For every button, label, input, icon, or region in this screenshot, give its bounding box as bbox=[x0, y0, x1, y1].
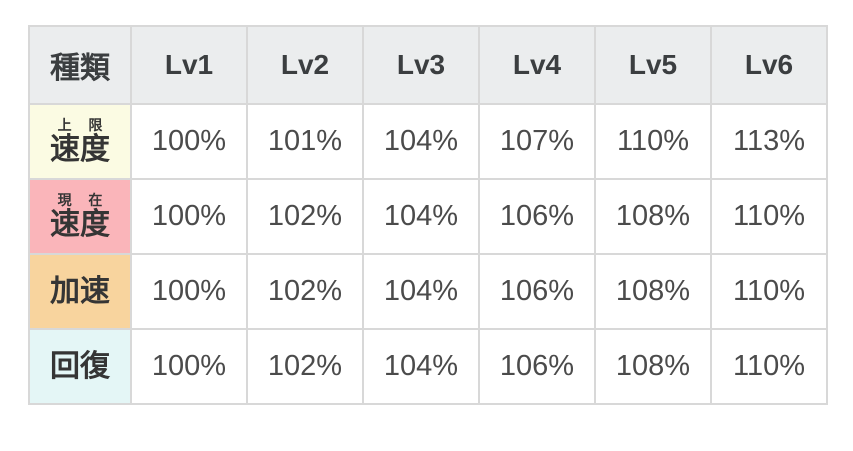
row-header-label: 回復 bbox=[50, 350, 110, 383]
table-container: 種類 Lv1 Lv2 Lv3 Lv4 Lv5 Lv6 上限 速度 100% 10… bbox=[28, 25, 828, 405]
column-header-lv2: Lv2 bbox=[246, 25, 364, 105]
cell-acceleration-lv3: 104% bbox=[362, 253, 480, 330]
column-header-lv3: Lv3 bbox=[362, 25, 480, 105]
level-stats-table: 種類 Lv1 Lv2 Lv3 Lv4 Lv5 Lv6 上限 速度 100% 10… bbox=[28, 25, 828, 405]
cell-max-speed-lv4: 107% bbox=[478, 103, 596, 180]
table-row-max-speed: 上限 速度 100% 101% 104% 107% 110% 113% bbox=[28, 103, 828, 180]
cell-max-speed-lv6: 113% bbox=[710, 103, 828, 180]
row-header-label: 速度 bbox=[50, 133, 110, 167]
cell-current-speed-lv3: 104% bbox=[362, 178, 480, 255]
column-header-type: 種類 bbox=[28, 25, 132, 105]
cell-current-speed-lv4: 106% bbox=[478, 178, 596, 255]
cell-current-speed-lv1: 100% bbox=[130, 178, 248, 255]
row-header-acceleration: 加速 bbox=[28, 253, 132, 330]
column-header-lv5: Lv5 bbox=[594, 25, 712, 105]
row-header-recovery: 回復 bbox=[28, 328, 132, 405]
table-row-acceleration: 加速 100% 102% 104% 106% 108% 110% bbox=[28, 253, 828, 330]
cell-acceleration-lv6: 110% bbox=[710, 253, 828, 330]
row-header-label: 加速 bbox=[50, 275, 110, 308]
cell-acceleration-lv5: 108% bbox=[594, 253, 712, 330]
cell-max-speed-lv2: 101% bbox=[246, 103, 364, 180]
table-row-current-speed: 現在 速度 100% 102% 104% 106% 108% 110% bbox=[28, 178, 828, 255]
row-header-ruby: 上限 bbox=[57, 116, 120, 133]
row-header-current-speed: 現在 速度 bbox=[28, 178, 132, 255]
cell-acceleration-lv4: 106% bbox=[478, 253, 596, 330]
cell-recovery-lv4: 106% bbox=[478, 328, 596, 405]
header-row: 種類 Lv1 Lv2 Lv3 Lv4 Lv5 Lv6 bbox=[28, 25, 828, 105]
cell-recovery-lv3: 104% bbox=[362, 328, 480, 405]
cell-max-speed-lv5: 110% bbox=[594, 103, 712, 180]
row-header-label: 速度 bbox=[50, 208, 110, 242]
cell-recovery-lv2: 102% bbox=[246, 328, 364, 405]
table-row-recovery: 回復 100% 102% 104% 106% 108% 110% bbox=[28, 328, 828, 405]
cell-acceleration-lv2: 102% bbox=[246, 253, 364, 330]
cell-max-speed-lv1: 100% bbox=[130, 103, 248, 180]
row-header-ruby: 現在 bbox=[57, 191, 120, 208]
cell-current-speed-lv5: 108% bbox=[594, 178, 712, 255]
cell-current-speed-lv2: 102% bbox=[246, 178, 364, 255]
column-header-lv4: Lv4 bbox=[478, 25, 596, 105]
cell-max-speed-lv3: 104% bbox=[362, 103, 480, 180]
cell-acceleration-lv1: 100% bbox=[130, 253, 248, 330]
column-header-lv6: Lv6 bbox=[710, 25, 828, 105]
column-header-lv1: Lv1 bbox=[130, 25, 248, 105]
cell-recovery-lv1: 100% bbox=[130, 328, 248, 405]
cell-recovery-lv6: 110% bbox=[710, 328, 828, 405]
row-header-max-speed: 上限 速度 bbox=[28, 103, 132, 180]
cell-recovery-lv5: 108% bbox=[594, 328, 712, 405]
cell-current-speed-lv6: 110% bbox=[710, 178, 828, 255]
